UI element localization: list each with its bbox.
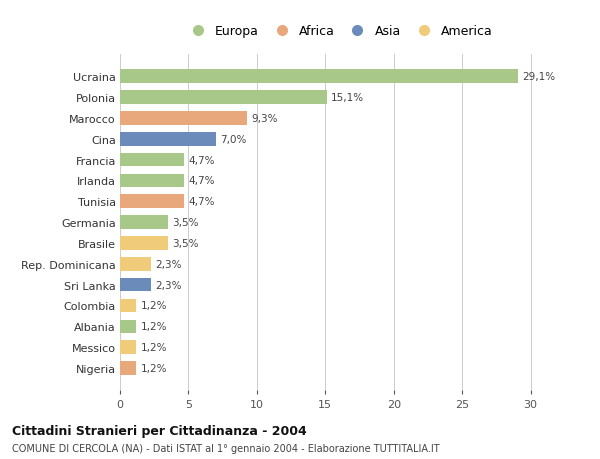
Bar <box>120 216 168 230</box>
Text: 9,3%: 9,3% <box>251 114 278 123</box>
Bar <box>120 70 518 84</box>
Bar <box>120 174 184 188</box>
Bar <box>120 320 136 333</box>
Text: 1,2%: 1,2% <box>140 322 167 331</box>
Text: 1,2%: 1,2% <box>140 301 167 311</box>
Bar <box>120 153 184 167</box>
Bar <box>120 361 136 375</box>
Text: 3,5%: 3,5% <box>172 218 199 228</box>
Text: 7,0%: 7,0% <box>220 134 246 145</box>
Text: 15,1%: 15,1% <box>331 93 364 103</box>
Bar <box>120 237 168 250</box>
Text: 2,3%: 2,3% <box>155 280 182 290</box>
Bar <box>120 195 184 208</box>
Text: 4,7%: 4,7% <box>188 176 215 186</box>
Text: 4,7%: 4,7% <box>188 155 215 165</box>
Bar <box>120 91 326 105</box>
Bar <box>120 257 151 271</box>
Text: 1,2%: 1,2% <box>140 342 167 353</box>
Text: COMUNE DI CERCOLA (NA) - Dati ISTAT al 1° gennaio 2004 - Elaborazione TUTTITALIA: COMUNE DI CERCOLA (NA) - Dati ISTAT al 1… <box>12 443 440 453</box>
Text: Cittadini Stranieri per Cittadinanza - 2004: Cittadini Stranieri per Cittadinanza - 2… <box>12 425 307 437</box>
Bar <box>120 278 151 292</box>
Bar <box>120 341 136 354</box>
Text: 2,3%: 2,3% <box>155 259 182 269</box>
Bar <box>120 299 136 313</box>
Bar <box>120 133 216 146</box>
Text: 29,1%: 29,1% <box>523 72 556 82</box>
Text: 1,2%: 1,2% <box>140 363 167 373</box>
Bar <box>120 112 247 125</box>
Legend: Europa, Africa, Asia, America: Europa, Africa, Asia, America <box>181 21 497 42</box>
Text: 4,7%: 4,7% <box>188 197 215 207</box>
Text: 3,5%: 3,5% <box>172 238 199 248</box>
